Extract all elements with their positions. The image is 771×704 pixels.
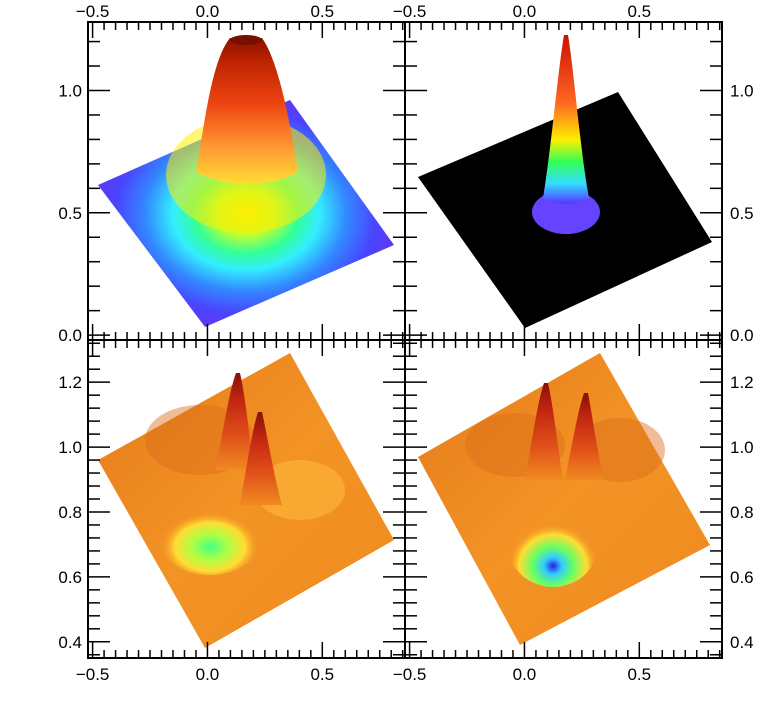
y-tick-label: 0.4	[58, 633, 82, 652]
x-tick-label: −0.5	[76, 2, 110, 21]
x-tick-label: −0.5	[393, 2, 427, 21]
x-tick-label: −0.5	[393, 665, 427, 684]
panel-top-right-surface	[418, 35, 712, 328]
y-tick-label: 0.0	[730, 326, 754, 345]
y-tick-label: 0.0	[58, 326, 82, 345]
x-tick-label: 0.5	[627, 2, 651, 21]
axes-layer: −0.5 0.0 0.50.00.51.0−0.5 0.0 0.50.00.51.0−0…	[58, 2, 753, 684]
panel-bottom-left-surface	[98, 353, 394, 648]
y-tick-label: 0.5	[58, 204, 82, 223]
panel-bottom-right-axes: −0.5 0.0 0.5 0.4 0.6 0.8 1.0 1.2	[393, 339, 754, 684]
x-tick-label: 0.0	[196, 2, 220, 21]
y-tick-label: 0.6	[730, 568, 754, 587]
y-tick-label: 0.5	[730, 204, 754, 223]
y-tick-label: 0.6	[58, 568, 82, 587]
x-tick-label: 0.0	[513, 2, 537, 21]
y-tick-label: 0.8	[730, 503, 754, 522]
x-tick-label: 0.5	[310, 2, 334, 21]
y-tick-label: 1.0	[730, 81, 754, 100]
x-tick-label: 0.0	[513, 665, 537, 684]
x-tick-label: 0.5	[310, 665, 334, 684]
y-tick-label: 1.0	[58, 438, 82, 457]
x-tick-label: −0.5	[76, 665, 110, 684]
panel-bottom-left-axes: −0.5 0.0 0.5 0.4 0.6 0.8 1.0 1.2	[58, 339, 406, 684]
y-tick-label: 1.0	[730, 438, 754, 457]
y-tick-label: 1.2	[730, 373, 754, 392]
x-tick-label: 0.0	[196, 665, 220, 684]
panel-bottom-right-surface	[418, 353, 710, 645]
y-tick-label: 0.8	[58, 503, 82, 522]
y-tick-label: 1.2	[58, 373, 82, 392]
y-tick-label: 0.4	[730, 633, 754, 652]
panel-top-left-surface	[98, 35, 394, 327]
x-tick-label: 0.5	[627, 665, 651, 684]
y-tick-label: 1.0	[58, 81, 82, 100]
